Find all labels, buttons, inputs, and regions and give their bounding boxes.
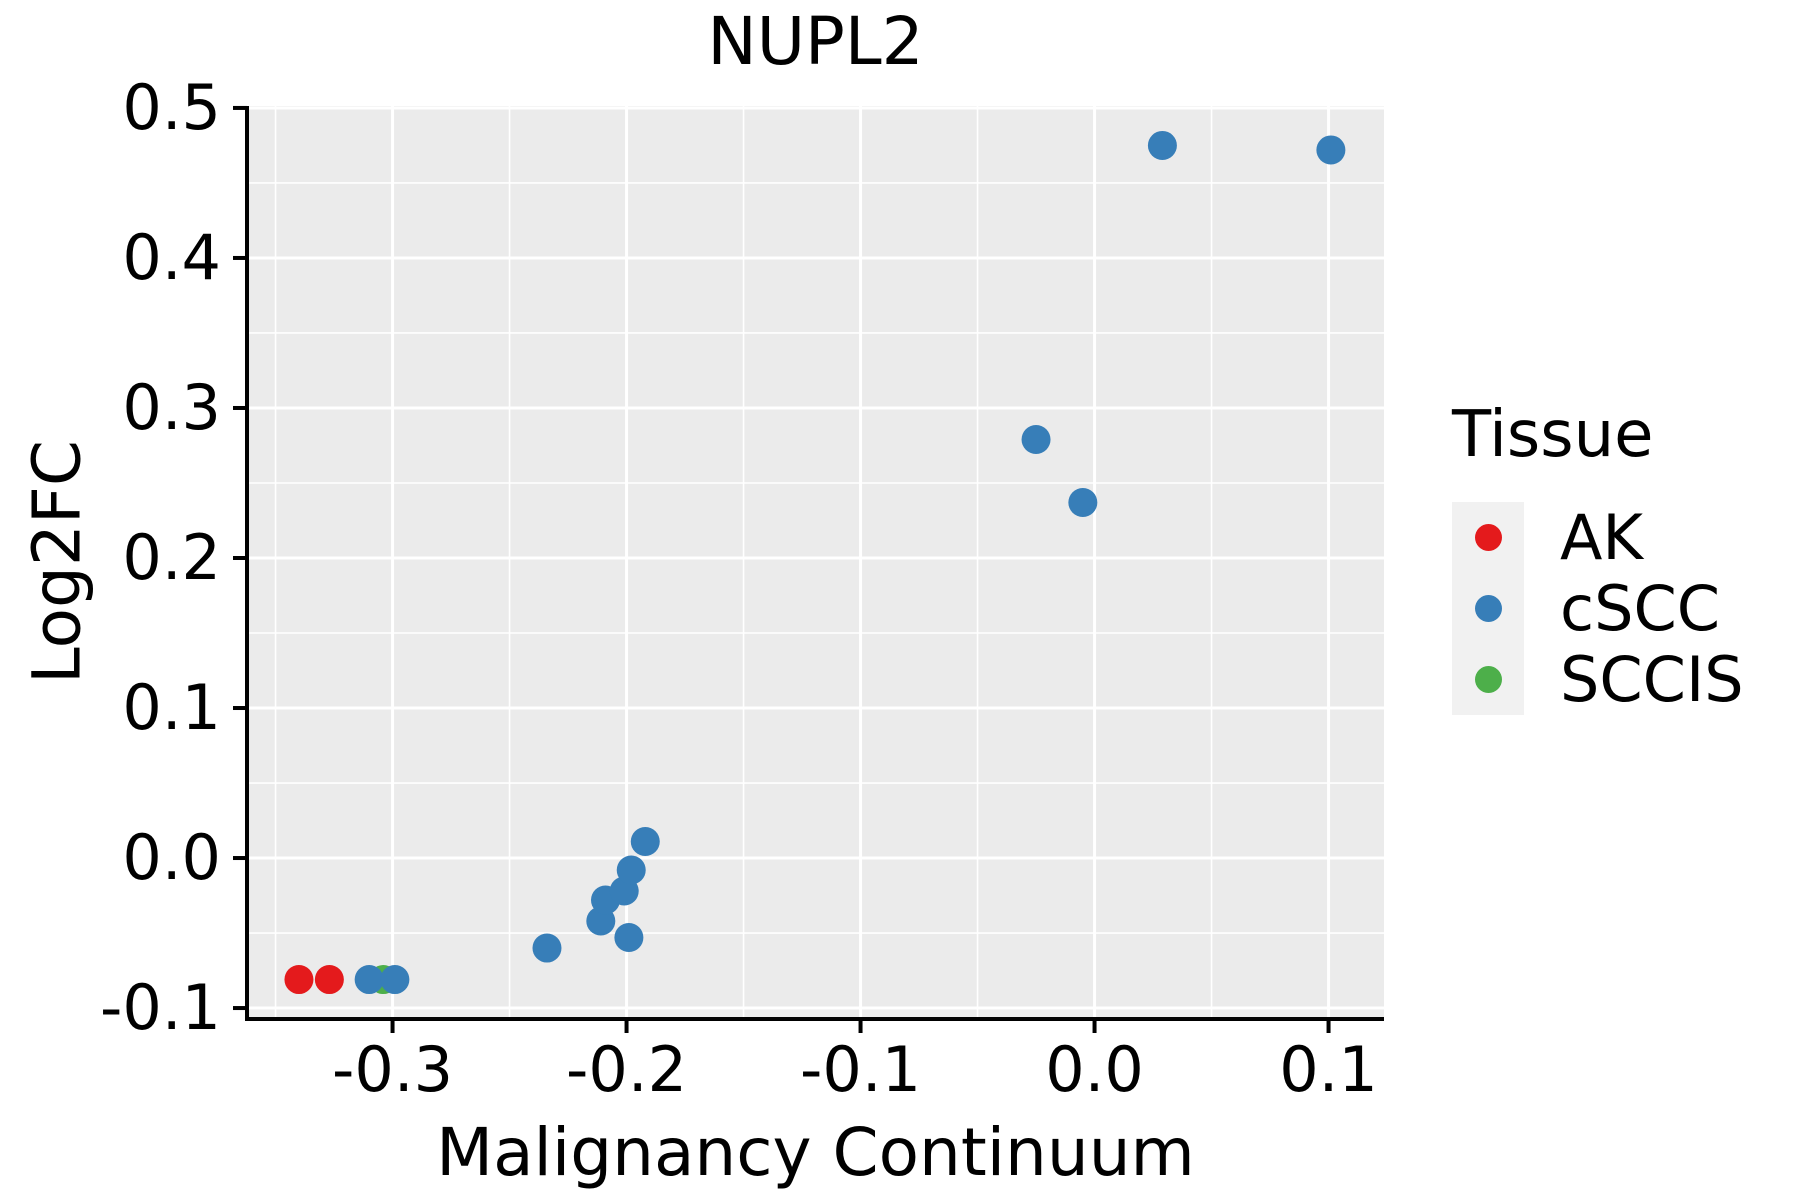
x-tick-label: 0.0 [1045,1033,1144,1106]
legend-item-label: AK [1560,500,1644,574]
x-tick-label: -0.3 [332,1033,453,1106]
data-point-cscc [630,827,660,857]
legend-dot-icon [1474,595,1502,622]
y-tick-label: 0.0 [122,821,221,894]
data-point-ak [314,965,344,995]
y-tick-label: 0.5 [122,71,221,144]
data-point-cscc [616,855,646,885]
legend-key [1452,502,1524,573]
x-tick-label: 0.1 [1279,1033,1378,1106]
legend-item-label: cSCC [1560,571,1721,645]
data-point-cscc [1068,487,1098,517]
legend-items: AK cSCC SCCIS [1452,502,1744,715]
y-tick-label: 0.4 [122,221,221,294]
legend-title: Tissue [1452,398,1654,472]
y-tick-label: 0.3 [122,371,221,444]
x-tick-label: -0.1 [800,1033,921,1106]
data-point-cscc [1316,135,1346,165]
legend-item-cscc: cSCC [1452,573,1744,644]
legend-key [1452,573,1524,644]
data-point-cscc [1021,424,1051,454]
data-point-cscc [354,965,384,995]
x-axis-label: Malignancy Continuum [436,1114,1195,1191]
legend-key [1452,644,1524,715]
plot-title: NUPL2 [707,3,924,80]
x-tick-label: -0.2 [566,1033,687,1106]
y-tick-label: 0.1 [122,671,221,744]
y-tick-label: 0.2 [122,521,221,594]
data-point-ak [284,965,314,995]
y-axis-label: Log2FC [18,440,96,684]
data-point-cscc [614,923,644,953]
data-point-cscc [1147,130,1177,160]
axis-spines [245,106,1384,1021]
panel-background [247,106,1384,1019]
y-tick-label: -0.1 [100,971,221,1044]
legend: Tissue AK cSCC SCCIS [1452,398,1744,715]
legend-item-sccis: SCCIS [1452,644,1744,715]
legend-item-ak: AK [1452,502,1744,573]
data-point-cscc [532,933,562,963]
data-point-cscc [380,965,410,995]
legend-dot-icon [1474,524,1502,551]
legend-item-label: SCCIS [1560,642,1744,716]
legend-dot-icon [1474,666,1502,693]
